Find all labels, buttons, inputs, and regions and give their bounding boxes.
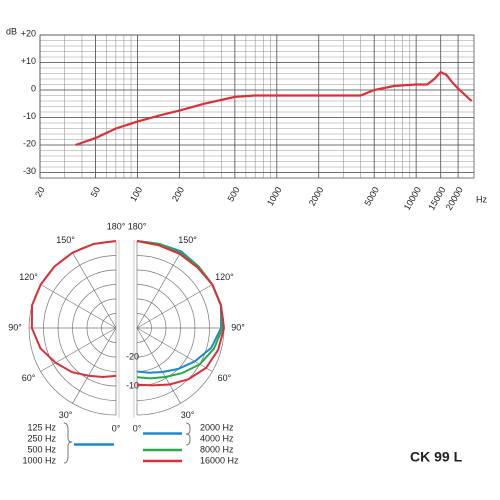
ring-label: -10 (126, 380, 139, 390)
angle-label: 30° (181, 410, 195, 420)
y-tick-label: 0 (31, 83, 36, 93)
angle-label: 60° (22, 373, 36, 383)
spoke (72, 252, 117, 329)
angle-label: 0° (112, 423, 121, 433)
spoke (72, 327, 117, 404)
y-tick-label: -30 (23, 166, 36, 176)
legend-label: 16000 Hz (200, 455, 239, 465)
angle-label: 90° (231, 322, 245, 332)
legend-brace (63, 422, 73, 464)
ring-label: -20 (126, 351, 139, 361)
x-tick-label: 20 (33, 185, 47, 199)
legend-label: 1000 Hz (22, 455, 56, 465)
spoke (136, 284, 213, 329)
angle-label: 90° (8, 322, 22, 332)
legend-label: 2000 Hz (200, 422, 234, 432)
spoke (40, 327, 117, 372)
angle-label: 150° (56, 235, 75, 245)
x-tick-label: 50 (89, 185, 103, 199)
response-curve (75, 70, 473, 147)
y-tick-label: -10 (23, 111, 36, 121)
angle-label: 150° (178, 235, 197, 245)
angle-label: 0° (133, 423, 142, 433)
x-axis-label: Hz (476, 194, 487, 204)
angle-label: 30° (59, 410, 73, 420)
angle-label: 120° (19, 272, 38, 282)
angle-label: 180° (107, 221, 126, 231)
y-tick-label: +20 (21, 28, 36, 38)
spoke (136, 327, 181, 404)
angle-label: 60° (218, 373, 232, 383)
polar-curve (136, 240, 226, 387)
legend-label: 500 Hz (27, 444, 56, 454)
y-tick-label: +10 (21, 56, 36, 66)
legend-label: 8000 Hz (200, 444, 234, 454)
angle-label: 180° (128, 221, 147, 231)
polar-curve (136, 240, 224, 380)
y-axis-label: dB (6, 26, 17, 36)
angle-label: 120° (215, 272, 234, 282)
legend-brace (185, 422, 191, 446)
model-name: CK 99 L (410, 449, 463, 465)
legend-label: 250 Hz (27, 433, 56, 443)
polar-curve (136, 240, 223, 374)
spoke (136, 252, 181, 329)
spoke (40, 284, 117, 329)
plot-frame (39, 34, 475, 179)
legend-label: 125 Hz (27, 422, 56, 432)
polar-curve (30, 240, 117, 379)
legend-label: 4000 Hz (200, 433, 234, 443)
y-tick-label: -20 (23, 138, 36, 148)
